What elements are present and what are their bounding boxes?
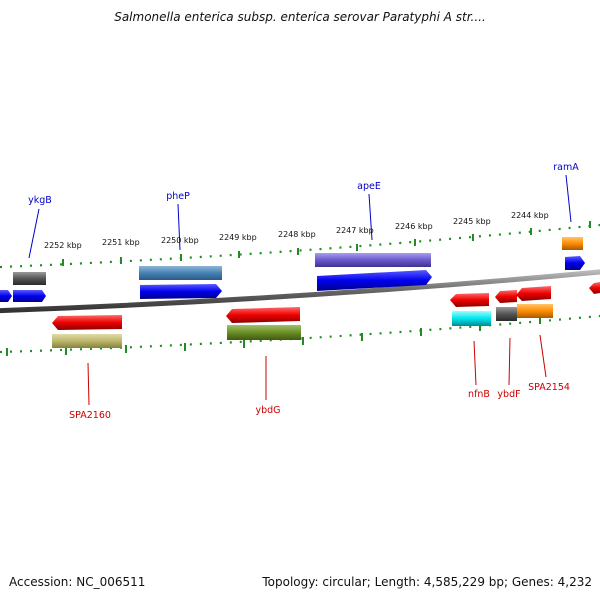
gene-label-spa2160[interactable]: SPA2160 bbox=[69, 410, 111, 421]
chromosome-backbone bbox=[0, 269, 600, 314]
gene-block[interactable] bbox=[496, 307, 517, 321]
gene-label-apee[interactable]: apeE bbox=[357, 181, 381, 192]
kbp-label: 2248 kbp bbox=[278, 230, 316, 239]
gene-label-rama[interactable]: ramA bbox=[553, 162, 579, 173]
reverse-strand-genes bbox=[52, 282, 600, 348]
kbp-label: 2251 kbp bbox=[102, 238, 140, 247]
gene-arrow[interactable] bbox=[13, 290, 46, 302]
gene-arrow[interactable] bbox=[565, 256, 585, 270]
gene-arrow[interactable] bbox=[317, 270, 432, 291]
kbp-label: 2244 kbp bbox=[511, 211, 549, 220]
gene-arrow[interactable] bbox=[52, 315, 122, 330]
gene-block[interactable] bbox=[517, 304, 553, 318]
gene-arrow[interactable] bbox=[589, 282, 600, 294]
forward-strand-genes bbox=[0, 237, 585, 302]
kbp-label: 2245 kbp bbox=[453, 217, 491, 226]
gene-arrow[interactable] bbox=[226, 307, 300, 323]
kbp-label: 2246 kbp bbox=[395, 222, 433, 231]
lower-scale-major-ticks bbox=[6, 316, 541, 356]
gene-label-ykgb[interactable]: ykgB bbox=[28, 195, 52, 206]
gene-block[interactable] bbox=[139, 266, 222, 280]
topology-text: Topology: circular; Length: 4,585,229 bp… bbox=[262, 575, 592, 589]
gene-arrow[interactable] bbox=[516, 286, 551, 301]
reverse-callouts bbox=[87, 334, 547, 406]
upper-scale-major-ticks bbox=[62, 221, 591, 266]
gene-block[interactable] bbox=[227, 325, 301, 340]
gene-block[interactable] bbox=[562, 237, 583, 250]
gene-label-nfnb[interactable]: nfnB bbox=[468, 389, 490, 400]
gene-arrow[interactable] bbox=[450, 293, 489, 307]
gene-label-ybdf[interactable]: ybdF bbox=[497, 389, 520, 400]
gene-block[interactable] bbox=[452, 311, 491, 326]
forward-callouts bbox=[28, 174, 572, 259]
upper-scale-line bbox=[0, 223, 600, 269]
kbp-label: 2249 kbp bbox=[219, 233, 257, 242]
gene-label-ybdg[interactable]: ybdG bbox=[255, 405, 280, 416]
gene-arrow[interactable] bbox=[140, 284, 222, 299]
gene-label-spa2154[interactable]: SPA2154 bbox=[528, 382, 570, 393]
map-title: Salmonella enterica subsp. enterica sero… bbox=[114, 10, 486, 24]
kbp-label: 2247 kbp bbox=[336, 226, 374, 235]
gene-block[interactable] bbox=[13, 272, 46, 285]
gene-block[interactable] bbox=[52, 334, 122, 348]
gene-block[interactable] bbox=[315, 253, 431, 267]
gene-label-phep[interactable]: pheP bbox=[166, 191, 190, 202]
kbp-label: 2252 kbp bbox=[44, 241, 82, 250]
accession-text: Accession: NC_006511 bbox=[9, 575, 146, 589]
gene-arrow[interactable] bbox=[495, 290, 517, 303]
gene-arrow[interactable] bbox=[0, 290, 12, 302]
